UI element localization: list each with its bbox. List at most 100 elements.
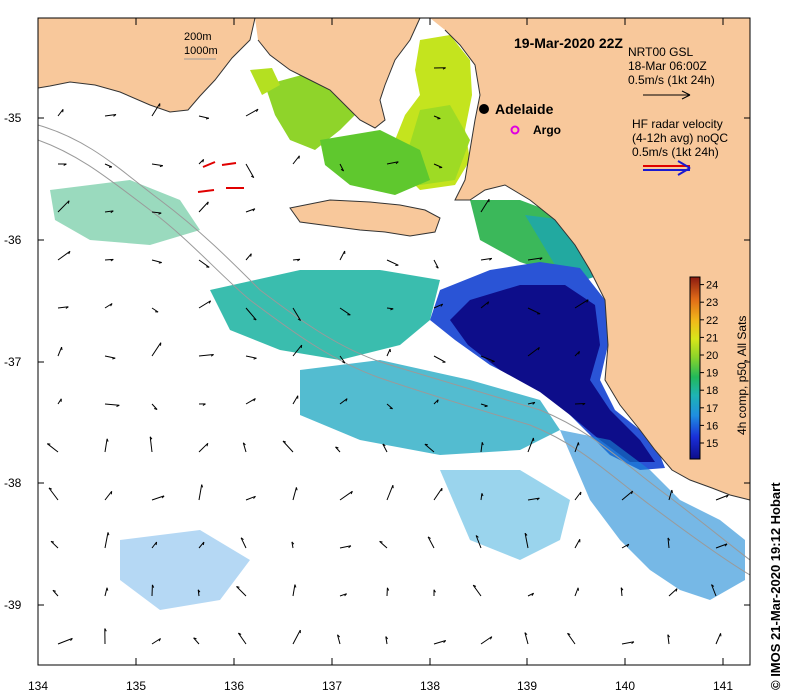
current-vector [715,494,729,501]
coastline [37,17,751,501]
coastline-yorke [257,17,421,129]
colorbar-tick-label: 18 [706,385,718,397]
current-vector [104,163,113,168]
current-vector-head [253,495,256,499]
current-vector [292,629,301,645]
colorbar-tick-label: 22 [706,315,718,327]
current-vector [57,637,73,645]
current-vector [480,355,495,362]
sst-patch-upwelling-core [450,285,655,462]
current-vector-head [487,301,490,305]
sst-patch-shelf-teal [525,215,600,280]
current-vector [198,259,210,268]
current-vector [524,632,529,645]
credit-text: © IMOS 21-Mar-2020 19:12 Hobart [768,482,783,690]
current-vector [292,344,303,357]
current-vector [480,636,493,645]
current-vector-head [724,543,728,547]
lat-tick-label: -38 [4,476,22,490]
lat-tick-label: -37 [4,355,22,369]
bathymetry-legend-1000: 1000m [184,45,218,57]
plot-frame [37,17,751,666]
lon-tick-label: 136 [224,679,244,693]
radar-legend-arrow [643,160,691,176]
radar-legend-line1: HF radar velocity [632,117,723,131]
current-vector [149,436,153,453]
sst-patch-west-scatter [50,180,200,245]
current-vector [574,587,579,597]
current-vector-head [106,587,109,591]
colorbar-tick-label: 23 [706,297,718,309]
current-vector-head [675,588,678,592]
argo-marker [510,125,520,135]
current-vector [339,490,353,501]
current-vector-head [253,398,256,402]
current-vector-head [345,398,348,402]
current-vector-head [282,440,286,443]
current-vector-head [567,632,571,636]
current-vector-head [110,258,114,262]
current-vector [104,355,116,359]
current-vector-head [110,303,113,307]
current-vector [379,541,388,549]
current-vector [475,535,482,549]
current-vector-head [532,402,536,405]
current-vector [668,489,673,501]
current-vector-head [667,537,671,541]
current-vector-head [726,494,729,498]
current-vector-head [149,436,153,440]
current-vector-head [250,175,255,179]
current-vector-head [536,497,540,501]
current-vector-head [242,442,246,446]
current-vector [339,545,351,549]
current-vector [104,490,113,501]
current-vector-head [297,258,301,262]
current-vector [292,258,300,261]
current-vector [57,306,69,309]
current-vector-head [427,536,431,539]
lon-tick-label: 140 [615,679,635,693]
current-vector [104,403,120,406]
sst-patch-cyan-belt [300,360,560,455]
current-vector-head [386,587,390,591]
current-vector-head [158,638,161,642]
current-vector [574,491,582,501]
coastline-ki [289,199,441,237]
current-vector-head [531,592,535,596]
gsl-legend-line3: 0.5m/s (1kt 24h) [628,73,715,87]
current-vector-head [382,443,386,447]
current-vector-head [385,636,389,640]
current-vector [527,257,543,261]
land-eyre-coast [38,18,255,112]
current-vector-head [671,489,673,494]
current-vector [104,303,113,309]
current-vector-head [537,347,540,351]
current-vector-head [202,541,205,546]
current-vector [527,401,536,405]
current-vector-head [151,584,155,588]
current-vector-head [158,212,162,215]
current-vector [621,543,630,549]
current-vector [433,163,443,168]
current-vector-head [158,262,162,264]
colorbar-ticks: 15 16 17 18 19 20 21 22 23 24 [700,280,718,450]
argo-label: Argo [533,123,561,137]
colorbar-label: 4h comp, p50, All Sats [735,315,749,435]
current-vector [574,403,586,405]
radar-vector [202,161,216,168]
lat-tick-label: -36 [4,233,22,247]
current-vector-head [539,257,543,261]
lon-tick-label: 138 [420,679,440,693]
current-vector-head [631,490,634,495]
current-vector [57,346,63,357]
current-vector [711,584,717,597]
current-vector [292,307,302,321]
current-vector [480,198,490,213]
current-vector [715,633,722,645]
current-vector [236,586,247,597]
current-vector-head [68,251,71,255]
current-vector [245,208,256,213]
current-vector-head [443,640,447,643]
current-vector [193,637,200,645]
